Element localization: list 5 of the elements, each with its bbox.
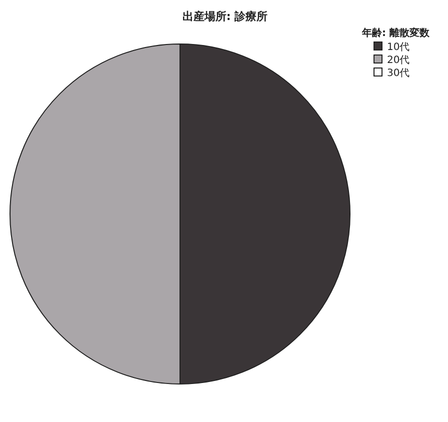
legend-label: 20代	[387, 55, 410, 66]
legend-label: 10代	[387, 42, 410, 53]
chart-title: 出産場所: 診療所	[182, 10, 268, 23]
legend-title: 年齢: 離散変数	[361, 27, 430, 39]
legend-label: 30代	[387, 68, 410, 79]
